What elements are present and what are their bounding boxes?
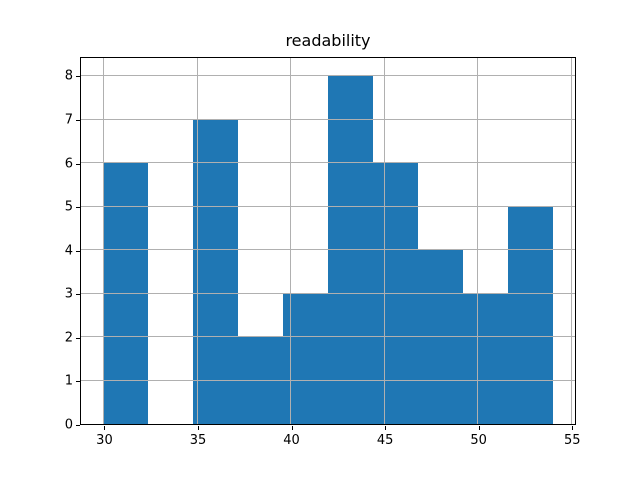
y-gridline <box>81 292 575 294</box>
y-tick <box>76 425 80 426</box>
y-gridline <box>81 379 575 381</box>
y-tick-label: 4 <box>64 243 73 259</box>
y-gridline <box>81 162 575 164</box>
histogram-bar <box>193 119 239 424</box>
y-tick <box>76 294 80 296</box>
x-gridline <box>570 58 572 424</box>
x-tick <box>572 426 574 430</box>
x-gridline <box>383 58 385 424</box>
x-tick-label: 40 <box>283 433 300 448</box>
x-tick <box>104 426 106 430</box>
y-tick <box>76 337 80 339</box>
y-tick-label: 1 <box>64 373 73 389</box>
y-gridline <box>81 423 575 424</box>
x-gridline <box>290 58 292 424</box>
x-tick-label: 30 <box>96 433 113 448</box>
y-tick-label: 0 <box>64 417 73 433</box>
y-tick-label: 6 <box>64 156 73 172</box>
y-gridline <box>81 249 575 251</box>
y-tick-label: 3 <box>64 286 73 302</box>
histogram-bar <box>507 206 553 424</box>
chart-title: readability <box>285 31 371 50</box>
x-gridline <box>477 58 479 424</box>
x-tick <box>478 426 480 430</box>
y-tick <box>76 120 80 121</box>
y-gridline <box>81 336 575 338</box>
histogram-bar <box>462 293 508 424</box>
x-tick-label: 35 <box>189 433 207 448</box>
y-tick <box>76 207 80 209</box>
y-tick-label: 8 <box>64 68 73 84</box>
x-tick-label: 45 <box>376 433 394 448</box>
x-tick-label: 55 <box>563 433 581 448</box>
y-gridline <box>81 118 575 120</box>
y-tick <box>76 250 80 252</box>
y-tick <box>76 381 80 383</box>
x-tick <box>385 426 387 430</box>
y-gridline <box>81 205 575 207</box>
y-tick <box>76 163 80 165</box>
x-tick-label: 50 <box>470 433 487 448</box>
x-tick <box>291 426 293 430</box>
x-tick <box>198 426 199 430</box>
plot-area: 30 35 40 45 50 55 0 1 2 3 4 5 6 7 8 <box>65 57 581 448</box>
y-gridline <box>81 74 575 76</box>
plot-canvas <box>81 58 575 424</box>
x-gridline <box>196 58 198 424</box>
y-tick <box>76 76 80 78</box>
y-tick-label: 7 <box>64 112 73 128</box>
x-gridline <box>102 58 104 424</box>
y-tick-label: 5 <box>64 199 73 215</box>
y-tick-label: 2 <box>64 330 73 346</box>
